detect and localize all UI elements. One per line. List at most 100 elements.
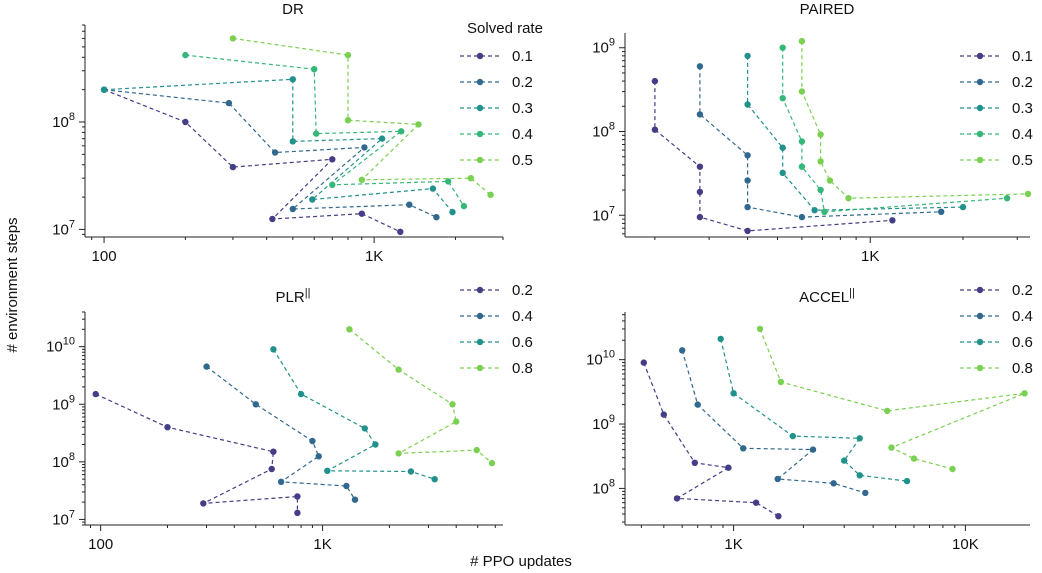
data-point (821, 208, 828, 215)
y-tick-exponent: 9 (609, 37, 615, 49)
chart-title-text: DR (282, 1, 304, 18)
series-0.6 (270, 346, 438, 483)
legend-swatch-marker (476, 130, 484, 138)
legend-swatch-marker (476, 52, 484, 60)
data-point (798, 37, 806, 45)
data-point (398, 128, 405, 135)
legend-item: 0.6 (960, 334, 1033, 351)
data-point (696, 188, 704, 196)
data-point (311, 66, 318, 73)
data-point (473, 446, 480, 454)
data-point (433, 214, 440, 221)
legend-item: 0.5 (960, 152, 1033, 169)
legend: Solved rate 0.1 0.2 0.3 0.4 0.5 (460, 20, 543, 169)
legend-title: Solved rate (467, 20, 543, 37)
data-point (938, 208, 945, 215)
y-tick-label: 108 (52, 111, 75, 131)
data-point (229, 35, 237, 42)
series-line (643, 362, 779, 517)
legend-label: 0.5 (1012, 152, 1033, 169)
data-point (756, 325, 764, 333)
y-tick-exponent: 8 (69, 111, 75, 123)
series-0.5 (798, 37, 1032, 202)
series-line (720, 338, 908, 482)
y-tick-label: 107 (52, 508, 75, 528)
data-point (779, 44, 786, 51)
data-point (289, 76, 296, 83)
data-point (252, 401, 259, 408)
data-point (744, 101, 751, 108)
series-0.3 (744, 52, 967, 214)
data-point (744, 203, 751, 211)
series-line (782, 47, 1008, 213)
legend-label: 0.2 (1012, 74, 1033, 91)
y-tick-exponent: 7 (69, 218, 75, 230)
legend-item: 0.4 (460, 308, 533, 325)
data-point (309, 437, 316, 445)
legend-swatch-marker (476, 156, 484, 164)
data-point (949, 465, 956, 473)
data-point (798, 88, 806, 95)
x-tick-label: 1K (313, 536, 331, 553)
data-point (395, 450, 402, 457)
y-tick-base: 10 (592, 40, 609, 57)
data-point (856, 435, 863, 442)
y-tick-exponent: 10 (63, 336, 75, 348)
legend-label: 0.8 (1012, 360, 1033, 377)
data-point (744, 152, 751, 159)
legend-label: 0.3 (512, 100, 533, 117)
data-point (358, 176, 365, 183)
legend-swatch-marker (476, 364, 484, 372)
legend-swatch-marker (476, 338, 484, 346)
data-point (182, 51, 189, 59)
data-point (406, 201, 413, 208)
legend-item: 0.1 (960, 48, 1033, 65)
data-point (798, 138, 806, 145)
data-point (372, 441, 379, 448)
data-point (826, 177, 834, 184)
y-tick-base: 10 (52, 511, 69, 528)
data-point (378, 135, 386, 142)
y-tick-base: 10 (52, 396, 69, 413)
data-point (744, 227, 751, 235)
chart-title-superscript: || (849, 287, 855, 299)
y-tick-base: 10 (586, 352, 603, 369)
y-tick-label: 108 (592, 121, 615, 141)
figure-y-axis-label: # environment steps (4, 217, 21, 352)
data-point (164, 424, 171, 431)
series-line (801, 41, 1029, 199)
chart-title-text: PLR (276, 289, 305, 306)
y-tick-exponent: 8 (69, 451, 75, 463)
data-point (395, 366, 402, 373)
figure-x-axis-label: # PPO updates (470, 553, 572, 570)
y-tick-label: 108 (592, 477, 615, 497)
legend-item: 0.8 (460, 360, 533, 377)
y-tick-label: 109 (592, 413, 615, 433)
y-tick-base: 10 (592, 207, 609, 224)
data-point (696, 63, 704, 70)
data-point (361, 425, 368, 432)
data-point (889, 217, 896, 224)
data-point (92, 390, 99, 398)
legend-swatch-marker (976, 78, 984, 86)
data-point (460, 202, 468, 210)
legend-label: 0.2 (512, 74, 533, 91)
y-tick-label: 109 (592, 37, 615, 57)
data-point (817, 131, 824, 138)
data-point (453, 418, 460, 425)
legend-item: 0.1 (460, 48, 533, 65)
legend-label: 0.6 (1012, 334, 1033, 351)
data-point (270, 346, 277, 353)
data-point (660, 411, 667, 418)
legend-swatch-marker (976, 286, 984, 294)
y-tick-label: 107 (52, 218, 75, 238)
legend-swatch-marker (476, 78, 484, 86)
chart-title: PLR|| (276, 287, 311, 306)
data-point (229, 163, 237, 171)
data-point (358, 210, 365, 217)
data-point (651, 77, 659, 85)
data-point (289, 138, 296, 145)
series-0.2 (100, 86, 440, 221)
